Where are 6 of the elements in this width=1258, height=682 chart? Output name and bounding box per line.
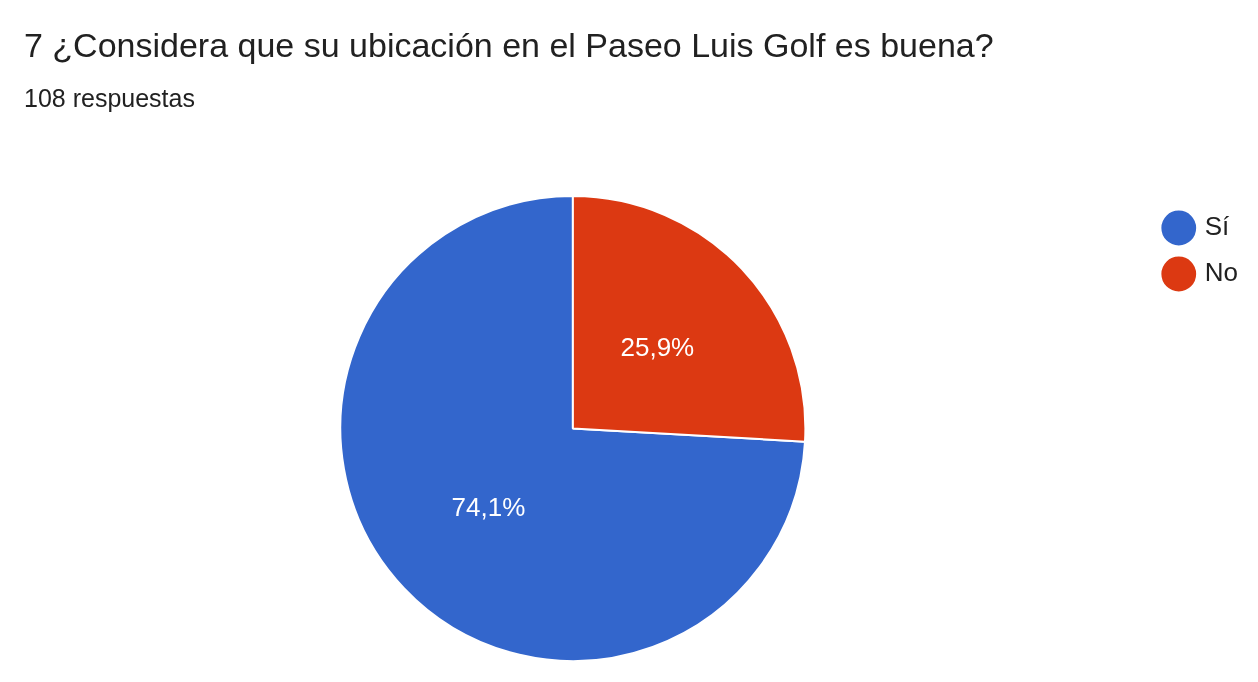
- legend-label: Sí: [1204, 211, 1231, 242]
- data-label: 25,9%: [620, 331, 695, 362]
- data-label: 74,1%: [451, 491, 526, 522]
- legend-label: No: [1204, 257, 1239, 288]
- text: 108 respuestas: [24, 84, 195, 113]
- chart-title: 7 ¿Considera que su ubicación en el Paseo Luis Golf es buena?: [24, 26, 994, 65]
